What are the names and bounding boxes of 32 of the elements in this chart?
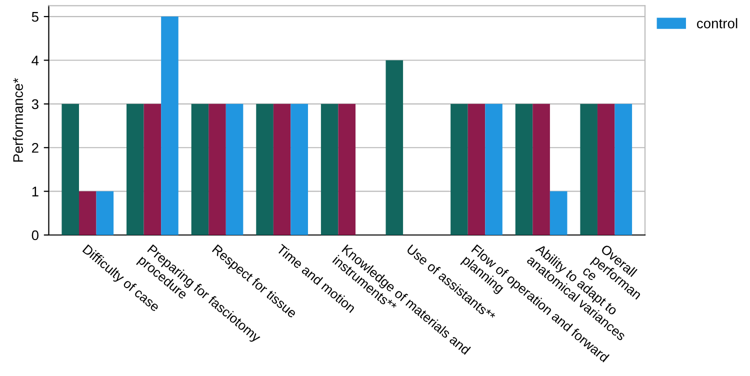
y-tick-label: 5 [32, 12, 38, 22]
legend-label: control [696, 18, 738, 28]
bar [614, 104, 632, 235]
y-tick-label: 4 [32, 56, 39, 66]
y-tick-label: 1 [32, 186, 38, 196]
bar [226, 104, 244, 235]
bar [468, 104, 486, 235]
y-tick-label: 3 [32, 99, 38, 110]
bar [320, 104, 338, 235]
bar [273, 104, 291, 235]
bar [550, 191, 568, 235]
bar [532, 104, 550, 235]
bar [290, 104, 308, 235]
bar [256, 104, 274, 235]
bar [338, 104, 356, 235]
bar [96, 191, 114, 235]
bar [450, 104, 468, 235]
bar [78, 191, 96, 235]
bar [208, 104, 226, 235]
y-tick-label: 2 [32, 142, 38, 153]
bar [386, 60, 404, 235]
bar [515, 104, 533, 235]
bar [144, 104, 162, 235]
bar [62, 104, 79, 235]
bar [597, 104, 615, 235]
y-tick-label: 0 [32, 230, 38, 240]
bar [580, 104, 598, 235]
bar [191, 104, 209, 235]
bar [485, 104, 502, 235]
bar [126, 104, 144, 235]
y-axis-title: Performance* [12, 78, 24, 162]
bar [161, 16, 178, 235]
